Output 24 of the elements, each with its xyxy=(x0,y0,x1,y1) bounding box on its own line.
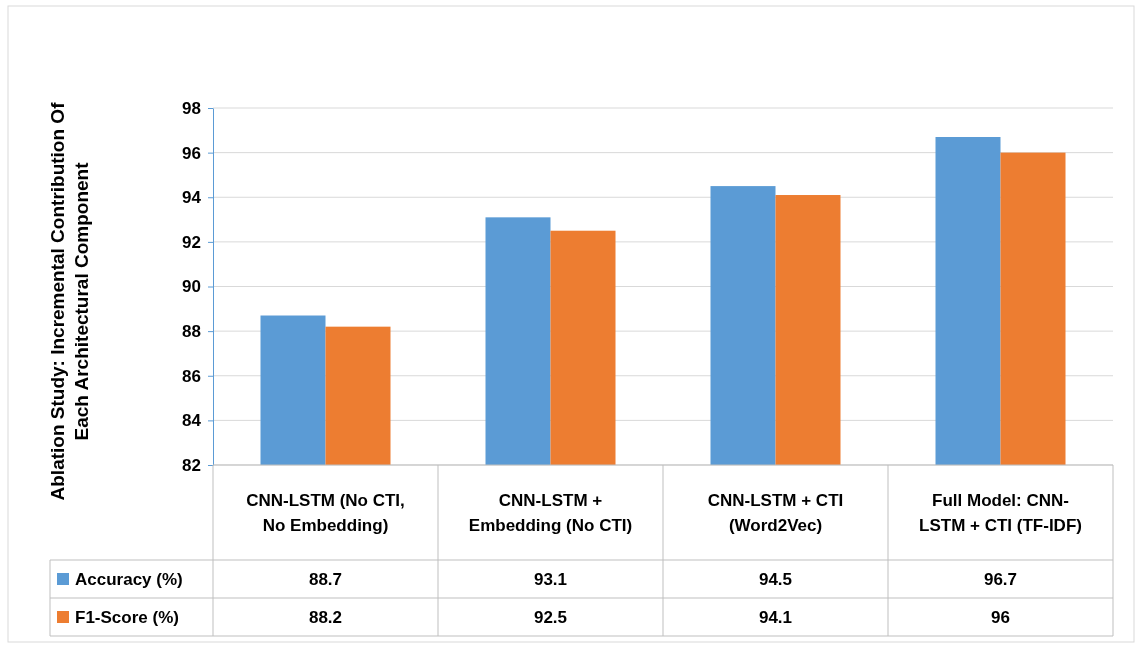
data-label: 93.1 xyxy=(533,570,568,589)
data-label: 96 xyxy=(991,608,1010,627)
x-tick-label: Full Model: CNN-LSTM + CTI (TF-IDF) xyxy=(919,491,1082,535)
data-label: 96.7 xyxy=(983,570,1018,589)
y-tick-label: 84 xyxy=(182,411,202,431)
y-tick-label: 98 xyxy=(182,98,201,118)
data-label: 92.5 xyxy=(533,608,568,627)
data-label: 88.7 xyxy=(308,570,343,589)
y-tick-label: 90 xyxy=(182,277,201,297)
data-label: 94.5 xyxy=(758,570,793,589)
y-axis-title: Ablation Study: Incremental Contribution Of Each Architectural Component xyxy=(47,101,92,501)
y-tick-label: 92 xyxy=(182,232,201,252)
y-tick-label: 82 xyxy=(182,455,201,475)
y-tick-label: 88 xyxy=(182,322,201,342)
x-tick-label: CNN-LSTM + CTI (Word2Vec) xyxy=(707,491,844,535)
y-tick-label: 94 xyxy=(182,188,202,208)
y-tick-label: 86 xyxy=(182,366,201,386)
legend-label: Accuracy (%) xyxy=(75,570,183,589)
x-tick-label: CNN-LSTM (No CTI, No Embedding) xyxy=(246,491,405,535)
legend-label: F1-Score (%) xyxy=(75,608,179,627)
data-label: 94.1 xyxy=(758,608,793,627)
y-tick-label: 96 xyxy=(182,143,201,163)
x-tick-label: CNN-LSTM + Embedding (No CTI) xyxy=(468,491,633,535)
data-label: 88.2 xyxy=(308,608,343,627)
